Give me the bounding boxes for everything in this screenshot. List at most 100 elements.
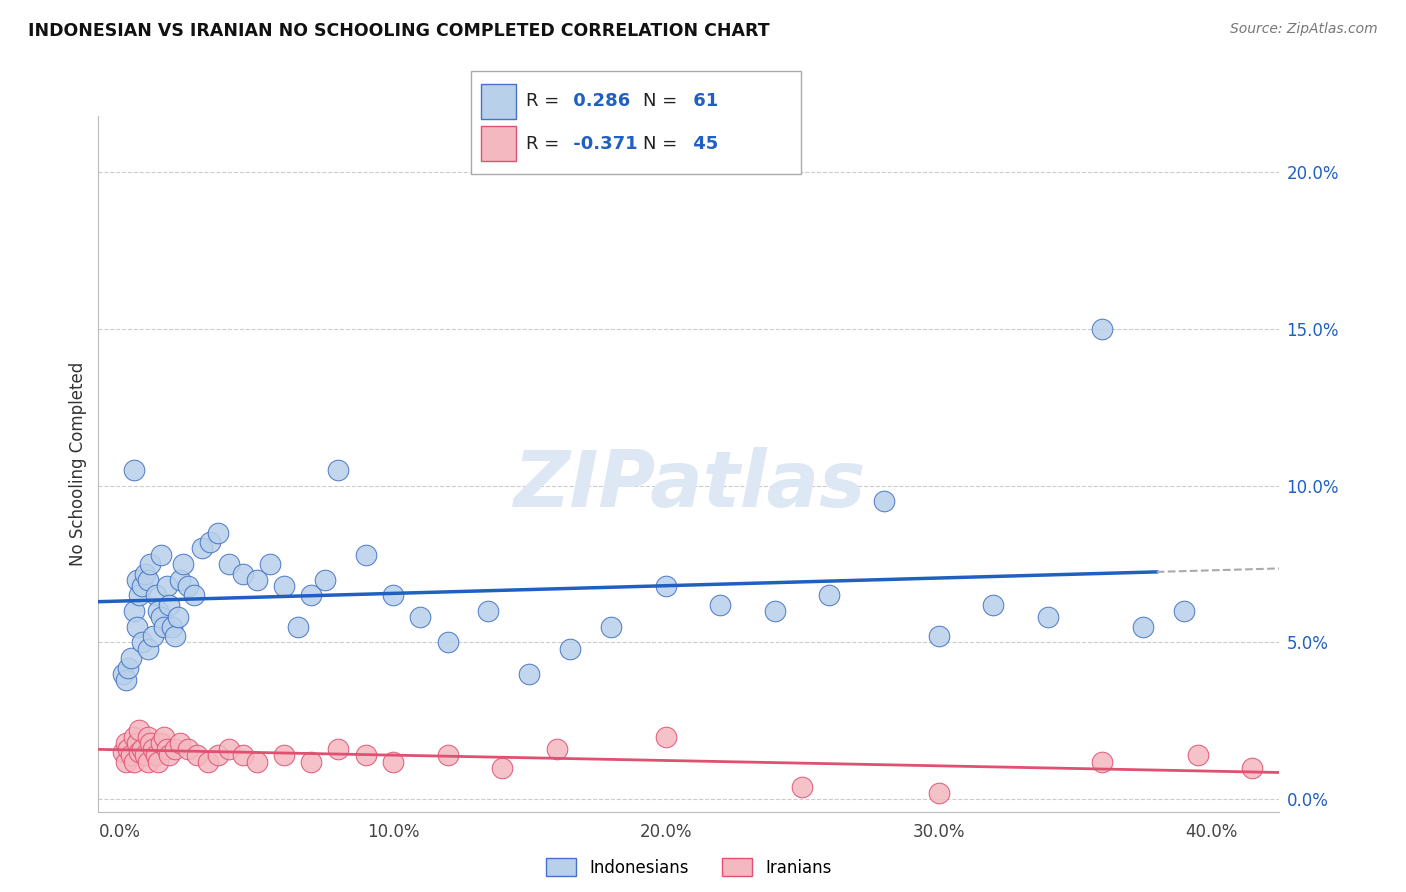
Text: R =: R = xyxy=(526,92,558,110)
Point xyxy=(145,748,167,763)
Point xyxy=(207,525,229,540)
Point xyxy=(491,761,513,775)
Point xyxy=(139,736,162,750)
Point xyxy=(155,579,177,593)
Point xyxy=(136,755,159,769)
Text: 61: 61 xyxy=(688,92,718,110)
Point xyxy=(172,557,194,571)
Point xyxy=(183,589,205,603)
Point xyxy=(232,748,254,763)
Point xyxy=(120,651,142,665)
Point xyxy=(259,557,281,571)
Point xyxy=(928,629,950,643)
Point xyxy=(197,755,219,769)
Point xyxy=(560,641,582,656)
Point xyxy=(981,598,1004,612)
Text: 0.286: 0.286 xyxy=(567,92,630,110)
Text: ZIPatlas: ZIPatlas xyxy=(513,447,865,523)
Point xyxy=(354,748,377,763)
Point xyxy=(153,730,176,744)
Point xyxy=(128,745,150,759)
Point xyxy=(155,742,177,756)
Point xyxy=(600,620,623,634)
Point xyxy=(477,604,499,618)
Point xyxy=(131,635,153,649)
Point xyxy=(122,604,145,618)
Y-axis label: No Schooling Completed: No Schooling Completed xyxy=(69,362,87,566)
Point xyxy=(328,463,350,477)
Point xyxy=(169,573,191,587)
Point xyxy=(519,666,541,681)
Point xyxy=(148,755,170,769)
Point xyxy=(131,579,153,593)
Point xyxy=(139,557,162,571)
Point xyxy=(145,589,167,603)
FancyBboxPatch shape xyxy=(481,127,516,161)
Point xyxy=(169,736,191,750)
Point xyxy=(125,573,148,587)
Point xyxy=(136,641,159,656)
Point xyxy=(873,494,896,508)
Point xyxy=(157,748,180,763)
Point xyxy=(191,541,214,556)
Point xyxy=(117,742,139,756)
Point xyxy=(150,610,173,624)
Point xyxy=(328,742,350,756)
Point xyxy=(163,629,186,643)
Point xyxy=(1091,755,1114,769)
Point xyxy=(314,573,336,587)
Point xyxy=(111,666,134,681)
Point xyxy=(1091,322,1114,336)
Point xyxy=(163,742,186,756)
Point xyxy=(436,748,458,763)
Point xyxy=(128,589,150,603)
Point xyxy=(1173,604,1195,618)
Point xyxy=(232,566,254,581)
Point xyxy=(177,742,200,756)
Point xyxy=(200,535,222,549)
Point xyxy=(1241,761,1264,775)
Point xyxy=(125,620,148,634)
Point xyxy=(114,736,136,750)
Point xyxy=(160,620,183,634)
Point xyxy=(655,730,678,744)
Point xyxy=(655,579,678,593)
Point xyxy=(818,589,841,603)
Point xyxy=(763,604,786,618)
Text: Source: ZipAtlas.com: Source: ZipAtlas.com xyxy=(1230,22,1378,37)
Point xyxy=(114,673,136,687)
Point xyxy=(354,548,377,562)
FancyBboxPatch shape xyxy=(481,84,516,119)
Point xyxy=(150,736,173,750)
Point xyxy=(246,573,269,587)
Point xyxy=(114,755,136,769)
Point xyxy=(1132,620,1154,634)
Point xyxy=(207,748,229,763)
Point xyxy=(273,579,295,593)
Point xyxy=(709,598,731,612)
Point xyxy=(111,745,134,759)
Text: R =: R = xyxy=(526,135,558,153)
Point xyxy=(131,742,153,756)
Text: -0.371: -0.371 xyxy=(567,135,637,153)
Point xyxy=(382,589,405,603)
Point xyxy=(125,736,148,750)
Point xyxy=(122,730,145,744)
Point xyxy=(218,557,240,571)
Point xyxy=(136,730,159,744)
Point xyxy=(134,748,156,763)
FancyBboxPatch shape xyxy=(471,71,801,174)
Point xyxy=(166,610,188,624)
Point xyxy=(122,463,145,477)
Point xyxy=(382,755,405,769)
Point xyxy=(142,742,165,756)
Point xyxy=(546,742,568,756)
Point xyxy=(928,786,950,800)
Point xyxy=(409,610,432,624)
Point xyxy=(153,620,176,634)
Point xyxy=(120,748,142,763)
Point xyxy=(122,755,145,769)
Point xyxy=(299,589,322,603)
Text: INDONESIAN VS IRANIAN NO SCHOOLING COMPLETED CORRELATION CHART: INDONESIAN VS IRANIAN NO SCHOOLING COMPL… xyxy=(28,22,769,40)
Point xyxy=(186,748,208,763)
